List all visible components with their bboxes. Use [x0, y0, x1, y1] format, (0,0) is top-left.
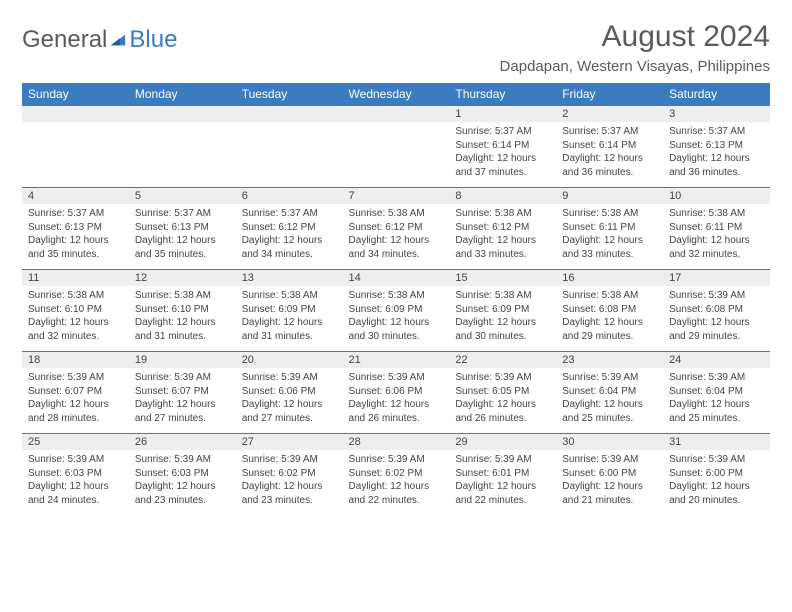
day-detail-cell: Sunrise: 5:38 AM Sunset: 6:11 PM Dayligh…	[663, 204, 770, 270]
location-subtitle: Dapdapan, Western Visayas, Philippines	[500, 58, 770, 75]
day-detail-row: Sunrise: 5:39 AM Sunset: 6:07 PM Dayligh…	[22, 368, 770, 434]
day-detail-cell: Sunrise: 5:38 AM Sunset: 6:10 PM Dayligh…	[22, 286, 129, 352]
day-detail-cell: Sunrise: 5:38 AM Sunset: 6:12 PM Dayligh…	[449, 204, 556, 270]
day-number-cell	[236, 106, 343, 123]
day-number-cell: 8	[449, 188, 556, 205]
day-header: Tuesday	[236, 83, 343, 106]
calendar-table: Sunday Monday Tuesday Wednesday Thursday…	[22, 83, 770, 515]
day-detail-cell: Sunrise: 5:38 AM Sunset: 6:10 PM Dayligh…	[129, 286, 236, 352]
day-detail-cell: Sunrise: 5:39 AM Sunset: 6:01 PM Dayligh…	[449, 450, 556, 515]
day-number-cell: 19	[129, 352, 236, 369]
day-number-cell: 13	[236, 270, 343, 287]
day-number-cell: 26	[129, 434, 236, 451]
day-header-row: Sunday Monday Tuesday Wednesday Thursday…	[22, 83, 770, 106]
day-number-cell: 2	[556, 106, 663, 123]
day-detail-cell: Sunrise: 5:39 AM Sunset: 6:04 PM Dayligh…	[556, 368, 663, 434]
title-block: August 2024 Dapdapan, Western Visayas, P…	[500, 20, 770, 75]
day-detail-cell: Sunrise: 5:38 AM Sunset: 6:09 PM Dayligh…	[343, 286, 450, 352]
day-number-cell: 5	[129, 188, 236, 205]
month-title: August 2024	[500, 20, 770, 54]
day-detail-cell: Sunrise: 5:39 AM Sunset: 6:00 PM Dayligh…	[556, 450, 663, 515]
day-detail-cell: Sunrise: 5:37 AM Sunset: 6:12 PM Dayligh…	[236, 204, 343, 270]
day-detail-cell: Sunrise: 5:37 AM Sunset: 6:13 PM Dayligh…	[129, 204, 236, 270]
day-number-row: 25262728293031	[22, 434, 770, 451]
day-detail-row: Sunrise: 5:38 AM Sunset: 6:10 PM Dayligh…	[22, 286, 770, 352]
day-detail-cell	[129, 122, 236, 188]
day-number-row: 45678910	[22, 188, 770, 205]
day-detail-cell: Sunrise: 5:39 AM Sunset: 6:06 PM Dayligh…	[236, 368, 343, 434]
day-detail-row: Sunrise: 5:39 AM Sunset: 6:03 PM Dayligh…	[22, 450, 770, 515]
day-detail-cell: Sunrise: 5:38 AM Sunset: 6:12 PM Dayligh…	[343, 204, 450, 270]
logo-text-general: General	[22, 26, 107, 54]
day-detail-cell: Sunrise: 5:37 AM Sunset: 6:13 PM Dayligh…	[22, 204, 129, 270]
day-detail-cell: Sunrise: 5:39 AM Sunset: 6:02 PM Dayligh…	[236, 450, 343, 515]
day-header: Thursday	[449, 83, 556, 106]
day-number-cell: 28	[343, 434, 450, 451]
day-detail-cell: Sunrise: 5:38 AM Sunset: 6:09 PM Dayligh…	[236, 286, 343, 352]
day-number-cell: 25	[22, 434, 129, 451]
day-number-cell: 16	[556, 270, 663, 287]
logo-triangle-icon	[109, 31, 127, 49]
day-detail-cell: Sunrise: 5:39 AM Sunset: 6:07 PM Dayligh…	[22, 368, 129, 434]
day-number-cell: 24	[663, 352, 770, 369]
day-number-row: 123	[22, 106, 770, 123]
day-number-cell: 27	[236, 434, 343, 451]
day-number-cell: 1	[449, 106, 556, 123]
logo-text-blue: Blue	[129, 26, 177, 54]
day-number-cell: 11	[22, 270, 129, 287]
day-detail-cell: Sunrise: 5:39 AM Sunset: 6:06 PM Dayligh…	[343, 368, 450, 434]
day-detail-cell: Sunrise: 5:37 AM Sunset: 6:14 PM Dayligh…	[449, 122, 556, 188]
day-header: Wednesday	[343, 83, 450, 106]
page-header: General Blue August 2024 Dapdapan, Weste…	[22, 20, 770, 75]
day-detail-cell	[236, 122, 343, 188]
day-detail-cell: Sunrise: 5:39 AM Sunset: 6:08 PM Dayligh…	[663, 286, 770, 352]
day-number-cell: 7	[343, 188, 450, 205]
day-header: Saturday	[663, 83, 770, 106]
day-detail-cell: Sunrise: 5:39 AM Sunset: 6:07 PM Dayligh…	[129, 368, 236, 434]
day-number-cell: 6	[236, 188, 343, 205]
day-detail-cell: Sunrise: 5:37 AM Sunset: 6:13 PM Dayligh…	[663, 122, 770, 188]
day-number-cell	[343, 106, 450, 123]
day-number-cell: 12	[129, 270, 236, 287]
day-number-cell: 23	[556, 352, 663, 369]
day-header: Sunday	[22, 83, 129, 106]
day-detail-cell: Sunrise: 5:39 AM Sunset: 6:03 PM Dayligh…	[22, 450, 129, 515]
day-number-cell: 22	[449, 352, 556, 369]
day-detail-cell: Sunrise: 5:39 AM Sunset: 6:00 PM Dayligh…	[663, 450, 770, 515]
day-detail-cell: Sunrise: 5:38 AM Sunset: 6:09 PM Dayligh…	[449, 286, 556, 352]
day-number-cell: 10	[663, 188, 770, 205]
day-number-cell: 18	[22, 352, 129, 369]
day-number-cell	[22, 106, 129, 123]
day-number-cell: 21	[343, 352, 450, 369]
day-number-cell	[129, 106, 236, 123]
day-number-cell: 4	[22, 188, 129, 205]
day-detail-cell: Sunrise: 5:37 AM Sunset: 6:14 PM Dayligh…	[556, 122, 663, 188]
day-number-cell: 14	[343, 270, 450, 287]
day-number-row: 11121314151617	[22, 270, 770, 287]
day-detail-cell: Sunrise: 5:39 AM Sunset: 6:03 PM Dayligh…	[129, 450, 236, 515]
day-number-row: 18192021222324	[22, 352, 770, 369]
day-number-cell: 30	[556, 434, 663, 451]
day-detail-cell: Sunrise: 5:39 AM Sunset: 6:04 PM Dayligh…	[663, 368, 770, 434]
day-header: Friday	[556, 83, 663, 106]
day-number-cell: 9	[556, 188, 663, 205]
day-number-cell: 3	[663, 106, 770, 123]
day-detail-cell: Sunrise: 5:38 AM Sunset: 6:08 PM Dayligh…	[556, 286, 663, 352]
day-header: Monday	[129, 83, 236, 106]
day-detail-row: Sunrise: 5:37 AM Sunset: 6:14 PM Dayligh…	[22, 122, 770, 188]
day-number-cell: 20	[236, 352, 343, 369]
day-number-cell: 17	[663, 270, 770, 287]
calendar-body: 123Sunrise: 5:37 AM Sunset: 6:14 PM Dayl…	[22, 106, 770, 516]
day-number-cell: 29	[449, 434, 556, 451]
day-detail-row: Sunrise: 5:37 AM Sunset: 6:13 PM Dayligh…	[22, 204, 770, 270]
day-detail-cell: Sunrise: 5:39 AM Sunset: 6:05 PM Dayligh…	[449, 368, 556, 434]
day-detail-cell: Sunrise: 5:38 AM Sunset: 6:11 PM Dayligh…	[556, 204, 663, 270]
day-number-cell: 15	[449, 270, 556, 287]
day-detail-cell	[22, 122, 129, 188]
day-detail-cell: Sunrise: 5:39 AM Sunset: 6:02 PM Dayligh…	[343, 450, 450, 515]
day-detail-cell	[343, 122, 450, 188]
logo: General Blue	[22, 26, 177, 54]
day-number-cell: 31	[663, 434, 770, 451]
